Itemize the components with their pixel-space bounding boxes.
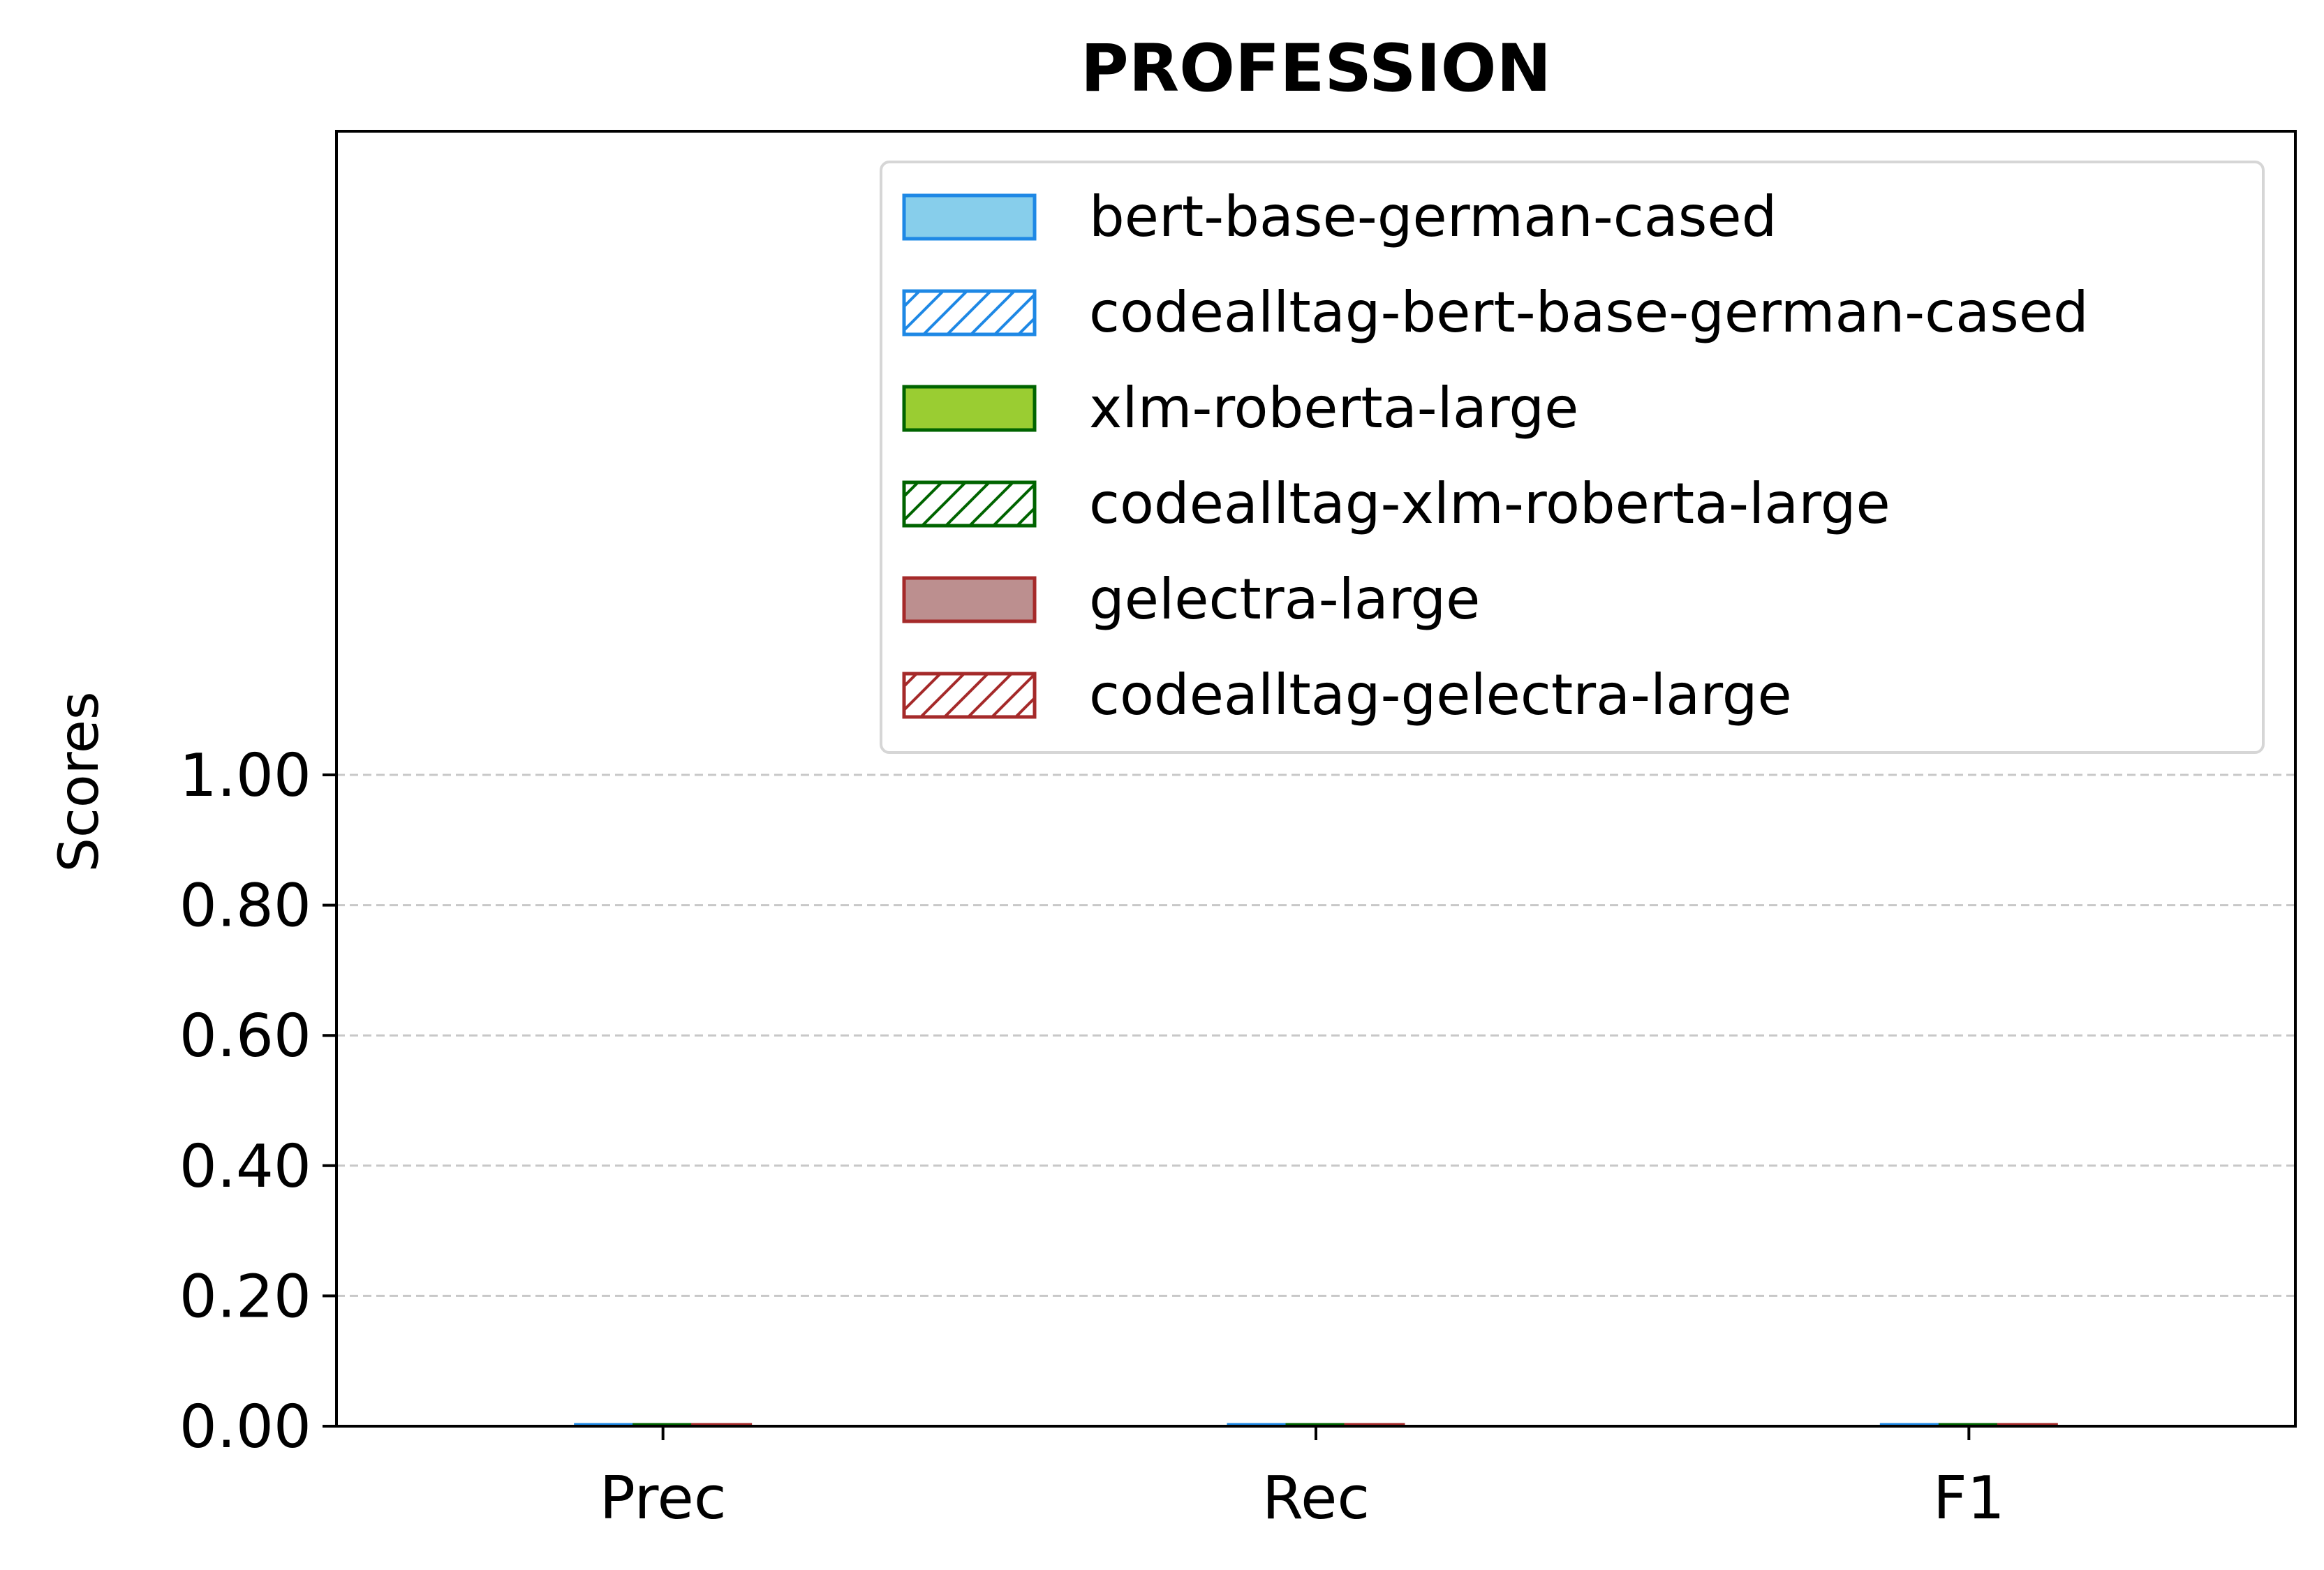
legend-label: codealltag-gelectra-large xyxy=(1089,662,1792,727)
chart-title: PROFESSION xyxy=(1081,31,1551,107)
y-tick-label: 0.40 xyxy=(179,1132,311,1201)
legend-swatch xyxy=(902,576,1037,623)
legend-swatch xyxy=(902,193,1037,241)
legend-label: gelectra-large xyxy=(1089,567,1480,632)
legend: bert-base-german-cased codealltag-bert-ba… xyxy=(880,161,2265,754)
y-gridlines xyxy=(336,773,2295,1297)
legend-label: codealltag-xlm-roberta-large xyxy=(1089,471,1890,536)
y-tick-label: 1.00 xyxy=(179,741,311,810)
x-axis-ticks: Prec Rec F1 xyxy=(600,1426,2005,1533)
y-tick-label: 0.20 xyxy=(179,1262,311,1331)
x-tick-label: Rec xyxy=(1262,1464,1370,1533)
legend-box xyxy=(880,161,2265,754)
y-tick-label: 0.60 xyxy=(179,1002,311,1071)
y-tick-label: 0.00 xyxy=(179,1393,311,1462)
legend-swatch xyxy=(902,385,1037,432)
legend-swatch xyxy=(902,289,1037,336)
legend-swatch xyxy=(902,480,1037,528)
y-tick-label: 0.80 xyxy=(179,872,311,941)
legend-label: xlm-roberta-large xyxy=(1089,376,1578,440)
y-axis-label: Scores xyxy=(48,691,111,872)
legend-swatch xyxy=(902,672,1037,719)
x-tick-label: Prec xyxy=(600,1464,727,1533)
y-axis-ticks: 0.00 0.20 0.40 0.60 0.80 1.00 xyxy=(179,741,336,1462)
x-tick-label: F1 xyxy=(1933,1464,2005,1533)
legend-label: codealltag-bert-base-german-cased xyxy=(1089,280,2089,345)
legend-label: bert-base-german-cased xyxy=(1089,184,1777,249)
